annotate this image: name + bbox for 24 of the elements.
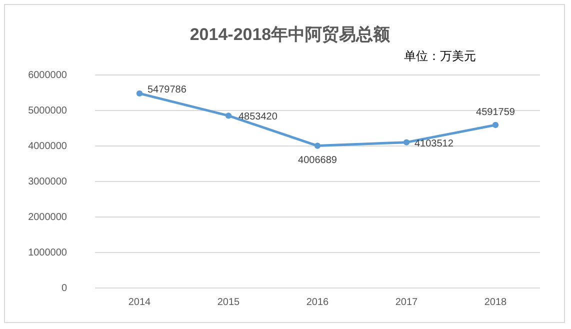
data-label: 4006689 [298, 154, 338, 166]
x-tick-label: 2016 [306, 297, 330, 308]
chart-subtitle: 单位：万美元 [404, 49, 476, 63]
point [314, 142, 321, 149]
point [136, 90, 143, 97]
y-tick-label: 3000000 [28, 176, 68, 188]
y-tick-label: 2000000 [28, 212, 68, 224]
y-tick-label: 6000000 [28, 70, 68, 82]
data-label: 4853420 [238, 112, 278, 123]
point [403, 139, 410, 146]
x-tick-label: 2014 [128, 297, 152, 308]
x-tick-label: 2015 [217, 297, 240, 308]
x-tick-label: 2017 [395, 297, 418, 308]
y-tick-label: 0 [61, 283, 68, 294]
point [492, 122, 499, 128]
data-label: 5479786 [148, 84, 187, 96]
y-tick-label: 4000000 [28, 141, 68, 152]
data-label: 4591759 [476, 106, 516, 118]
data-label: 4103512 [414, 138, 454, 150]
point [225, 112, 232, 119]
x-tick-label: 2018 [484, 297, 508, 308]
chart-title: 2014-2018年中阿贸易总额 [190, 25, 392, 44]
y-tick-label: 5000000 [28, 106, 68, 117]
y-tick-label: 1000000 [28, 248, 68, 259]
